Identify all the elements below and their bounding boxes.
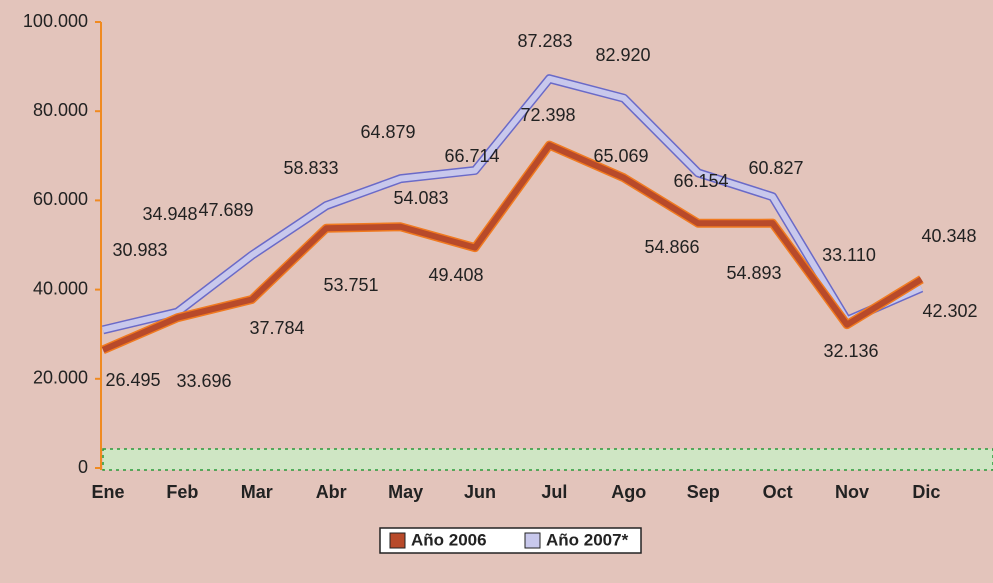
legend-swatch — [389, 532, 406, 549]
data-label: 60.827 — [748, 158, 803, 178]
data-label: 30.983 — [112, 240, 167, 260]
y-tick-label: 100.000 — [23, 11, 88, 31]
data-label: 49.408 — [428, 265, 483, 285]
line — [101, 142, 923, 353]
x-tick-label: Mar — [241, 482, 273, 502]
data-label: 58.833 — [283, 158, 338, 178]
data-label: 47.689 — [198, 200, 253, 220]
data-label: 66.154 — [673, 171, 728, 191]
y-tick-label: 20.000 — [33, 368, 88, 388]
line — [102, 75, 923, 333]
x-tick-label: Abr — [316, 482, 347, 502]
data-label: 65.069 — [593, 146, 648, 166]
x-tick-label: Ago — [611, 482, 646, 502]
y-tick-label: 40.000 — [33, 278, 88, 298]
data-label: 66.714 — [444, 146, 499, 166]
data-label: 64.879 — [360, 122, 415, 142]
x-tick-label: Jun — [464, 482, 496, 502]
y-tick-label: 60.000 — [33, 189, 88, 209]
x-tick-label: Ene — [91, 482, 124, 502]
data-label: 72.398 — [520, 105, 575, 125]
x-tick-label: Dic — [912, 482, 940, 502]
data-label: 53.751 — [323, 275, 378, 295]
x-tick-label: Jul — [541, 482, 567, 502]
data-label: 42.302 — [922, 301, 977, 321]
data-label: 82.920 — [595, 45, 650, 65]
data-label: 54.866 — [644, 237, 699, 257]
legend-label: Año 2006 — [411, 530, 487, 549]
legend-label: Año 2007* — [546, 530, 629, 549]
x-tick-label: May — [388, 482, 423, 502]
data-label: 26.495 — [105, 370, 160, 390]
data-label: 40.348 — [921, 226, 976, 246]
data-label: 37.784 — [249, 318, 304, 338]
floor — [102, 448, 993, 471]
legend: Año 2006 Año 2007* — [379, 527, 642, 554]
data-label: 33.696 — [176, 371, 231, 391]
x-tick-label: Feb — [166, 482, 198, 502]
y-tick-label: 0 — [78, 457, 88, 477]
data-label: 32.136 — [823, 341, 878, 361]
legend-swatch — [524, 532, 541, 549]
x-tick-label: Sep — [687, 482, 720, 502]
data-label: 54.893 — [726, 263, 781, 283]
data-label: 87.283 — [517, 31, 572, 51]
data-label: 33.110 — [822, 245, 876, 265]
y-tick-label: 80.000 — [33, 100, 88, 120]
data-label: 54.083 — [393, 188, 448, 208]
data-label: 34.948 — [142, 204, 197, 224]
x-tick-label: Nov — [835, 482, 869, 502]
legend-box — [379, 527, 642, 554]
x-tick-label: Oct — [763, 482, 793, 502]
